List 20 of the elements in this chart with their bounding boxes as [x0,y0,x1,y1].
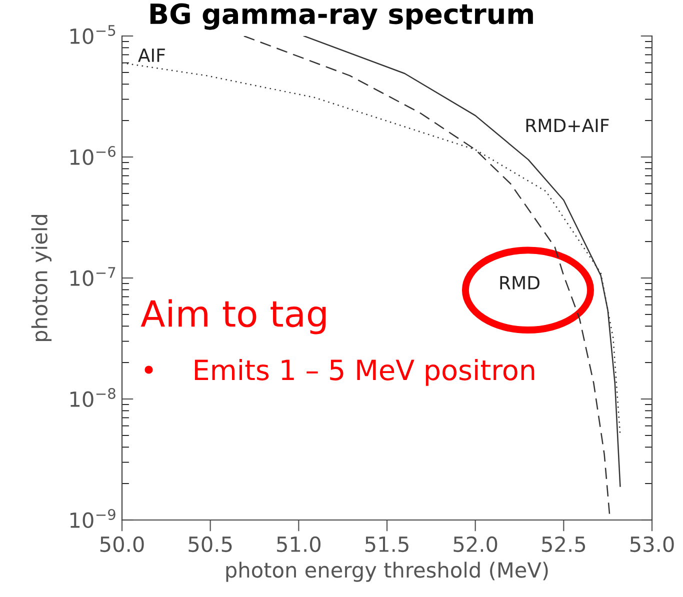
x-tick-label: 51.0 [277,536,320,552]
x-tick-label: 51.5 [365,536,408,552]
y-tick-label: 10$^{−8}$ [70,388,116,408]
series-label: AIF [138,48,165,62]
x-tick-label: 53.0 [630,536,674,552]
x-tick-label: 50.0 [100,536,144,552]
y-tick-label: 10$^{−7}$ [70,267,116,286]
y-tick-label: 10$^{−9}$ [70,508,116,528]
annotation: Aim to tag [140,299,326,334]
y-tick-label: 10$^{−6}$ [70,146,116,166]
chart-title: BG gamma-ray spectrum [150,3,533,30]
series-label: RMD+AIF [526,118,609,132]
x-tick-label: 52.5 [542,536,586,552]
x-tick-label: 52.0 [454,536,498,552]
x-axis-title: photon energy threshold (MeV) [226,562,548,582]
y-axis-title: photon yield [31,214,52,342]
y-tick-label: 10$^{−5}$ [70,25,116,44]
annotation: • Emits 1 – 5 MeV positron [144,358,534,386]
series-label: RMD [500,276,540,290]
x-tick-label: 50.5 [188,536,232,552]
